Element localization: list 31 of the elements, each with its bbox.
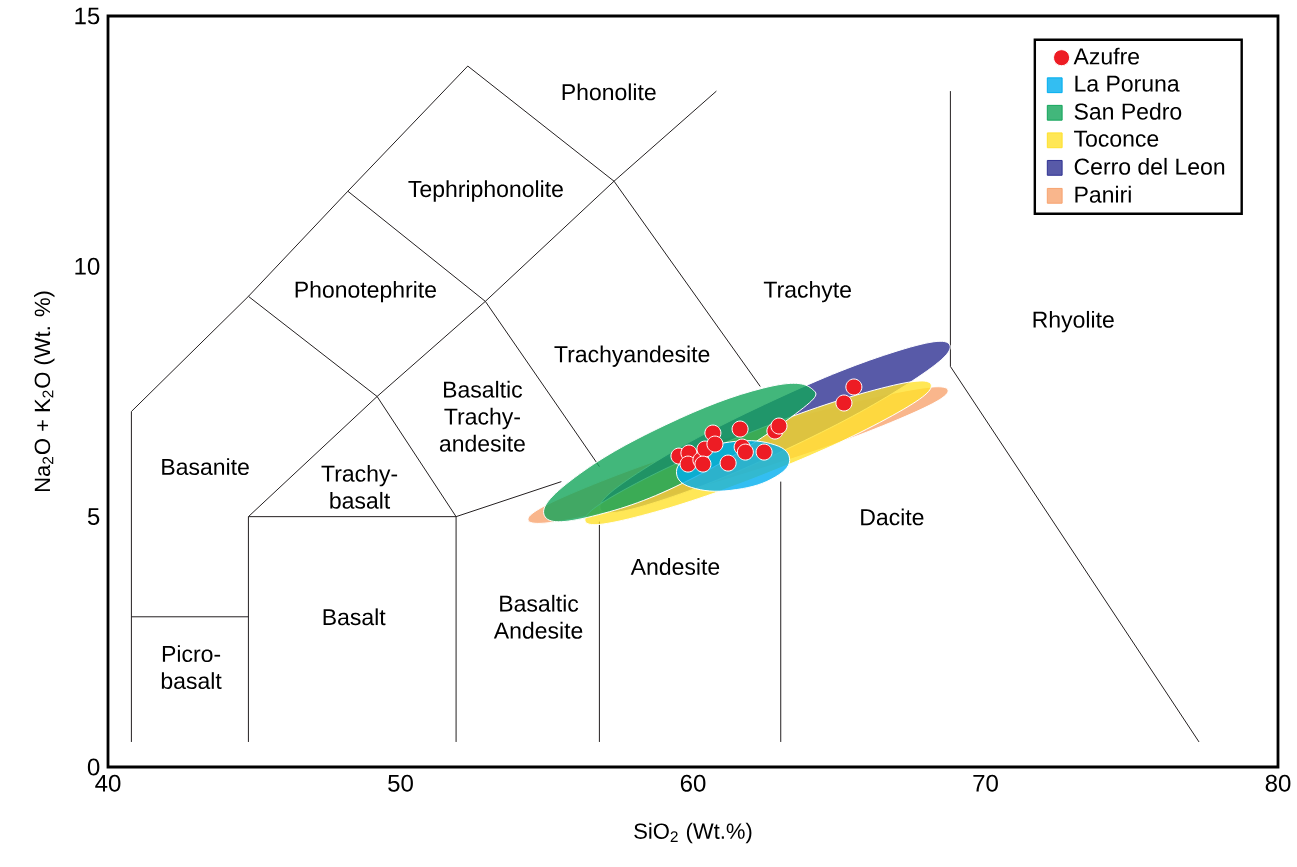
annotation: Andesite: [630, 558, 720, 575]
annotation: Basaltic Andesite: [493, 594, 583, 639]
legend-label: La Poruna: [1075, 75, 1180, 92]
annotation: Trachyte: [763, 280, 851, 303]
legend-label: Azufre: [1073, 47, 1139, 65]
x-tick-label: 50: [388, 774, 413, 792]
x-tick-label: 80: [1265, 774, 1291, 792]
annotation: Phonotephrite: [295, 280, 436, 303]
y-tick-label: 5: [87, 508, 100, 526]
annotation: Tephriphonolite: [408, 180, 563, 202]
annotation: Picro-basalt: [161, 645, 222, 690]
y-tick-label: 0: [87, 758, 100, 776]
y-tick-label: 10: [75, 257, 100, 275]
legend-label: Cerro del Leon: [1074, 157, 1225, 175]
x-tick-label: 60: [680, 774, 706, 792]
annotation: Trachyandesite: [554, 345, 710, 367]
annotation: Basalt: [323, 608, 386, 626]
x-tick-label: 70: [973, 774, 998, 792]
y-axis-title: Na$_{2}$O + K$_{2}$O (Wt. %): [34, 291, 55, 492]
annotation: Basanite: [162, 458, 249, 476]
annotation: Rhyolite: [1033, 310, 1114, 333]
y-tick-label: 15: [75, 7, 100, 25]
legend-label: Toconce: [1074, 130, 1159, 147]
x-tick-label: 40: [95, 774, 121, 792]
legend-label: San Pedro: [1074, 102, 1182, 120]
legend-label: Paniri: [1075, 185, 1131, 203]
annotation: Basaltic Trachy-andesite: [439, 380, 525, 452]
annotation: Trachy-basalt: [321, 464, 398, 509]
annotation: Phonolite: [562, 83, 656, 101]
x-axis-title: SiO$_{2}$ (Wt.%): [634, 822, 752, 844]
annotation: Dacite: [861, 508, 924, 526]
